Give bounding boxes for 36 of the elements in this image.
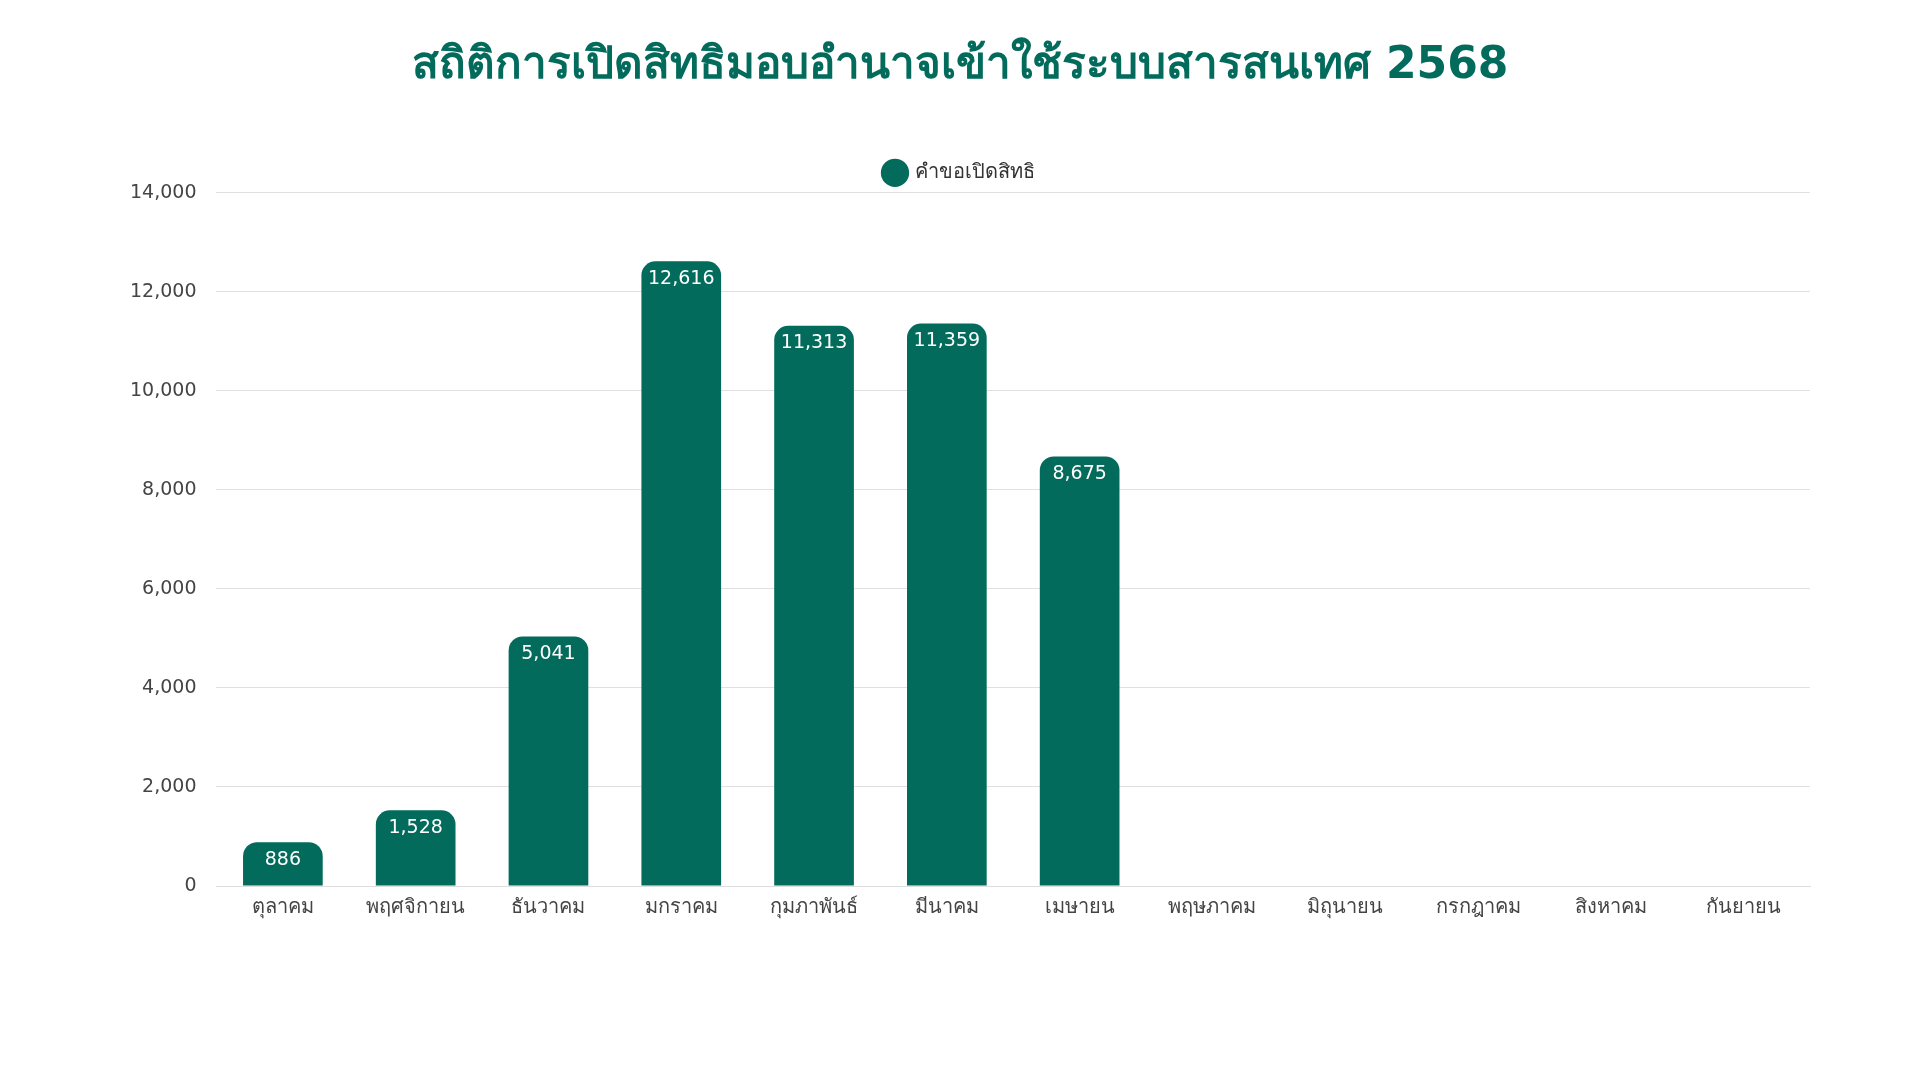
- bar: [641, 261, 722, 886]
- x-tick-label: กรกฎาคม: [1435, 894, 1521, 919]
- x-tick-label: กุมภาพันธ์: [770, 894, 859, 920]
- bar: [243, 842, 323, 886]
- chart-title: สถิติการเปิดสิทธิมอบอำนาจเข้าใช้ระบบสารสนเทศ 2568: [411, 36, 1509, 88]
- legend-label: คำขอเปิดสิทธิ: [915, 159, 1035, 183]
- data-label: 8,675: [1052, 460, 1107, 483]
- bar: [774, 325, 854, 886]
- y-tick-label: 12,000: [130, 278, 197, 301]
- y-tick-label: 14,000: [130, 179, 197, 202]
- bar: [508, 636, 589, 886]
- data-label: 1,528: [388, 814, 443, 837]
- x-tick-label: มีนาคม: [914, 894, 979, 919]
- x-tick-label: กันยายน: [1706, 894, 1782, 919]
- y-tick-label: 6,000: [142, 575, 197, 598]
- y-tick-label: 8,000: [142, 476, 197, 499]
- y-tick-label: 2,000: [142, 773, 197, 796]
- x-tick-label: สิงหาคม: [1574, 894, 1647, 919]
- x-tick-label: มกราคม: [644, 894, 718, 919]
- x-tick-label: พฤศจิกายน: [366, 894, 466, 919]
- bar: [375, 810, 456, 886]
- x-tick-label: ธันวาคม: [511, 894, 586, 919]
- data-label: 886: [264, 846, 302, 869]
- y-tick-label: 4,000: [142, 674, 197, 697]
- data-label: 11,313: [780, 330, 848, 353]
- y-tick-label: 0: [184, 872, 197, 895]
- x-tick-label: มิถุนายน: [1307, 894, 1384, 920]
- bar: [907, 323, 987, 886]
- data-label: 5,041: [521, 640, 576, 663]
- data-label: 12,616: [648, 265, 715, 288]
- data-label: 11,359: [913, 328, 981, 350]
- x-tick-label: ตุลาคม: [251, 894, 314, 920]
- x-tick-label: เมษายน: [1044, 894, 1115, 919]
- x-tick-label: พฤษภาคม: [1168, 894, 1257, 919]
- bar: [1039, 456, 1120, 886]
- y-tick-label: 10,000: [130, 377, 197, 400]
